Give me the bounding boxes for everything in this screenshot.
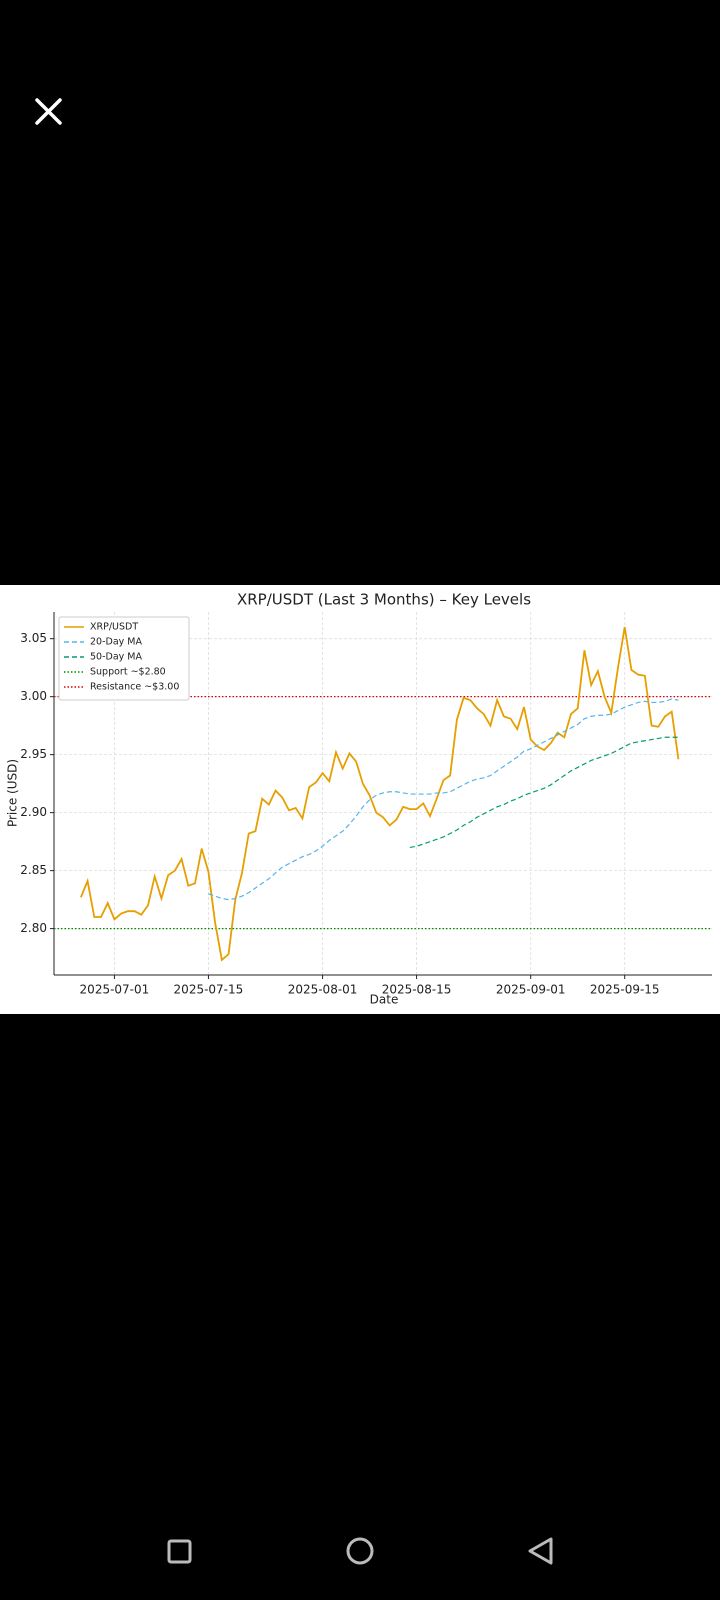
x-axis-label: Date [370,993,399,1007]
line-series [208,698,679,901]
line-series [80,626,680,962]
legend-label: 20-Day MA [90,637,142,648]
legend-label: Resistance ~$3.00 [90,682,179,693]
legend-box [58,616,190,701]
y-tick-label: 2.90 [20,805,47,819]
legend-label: 50-Day MA [90,652,142,663]
y-tick-label: 2.80 [20,921,47,935]
recents-button[interactable] [167,1539,192,1564]
y-tick-label: 2.85 [20,863,47,877]
y-tick-label: 3.05 [20,631,47,645]
x-tick-label: 2025-07-01 [80,983,150,997]
x-tick-label: 2025-09-15 [590,983,660,997]
line-series [409,736,679,849]
chart-title: XRP/USDT (Last 3 Months) – Key Levels [237,591,531,609]
x-tick-label: 2025-07-15 [174,983,244,997]
legend-label: Support ~$2.80 [90,667,166,678]
x-tick-label: 2025-08-01 [288,983,358,997]
x-tick-label: 2025-08-15 [382,983,452,997]
y-tick-label: 3.00 [20,689,47,703]
y-axis-label: Price (USD) [6,759,20,827]
close-button[interactable] [35,98,62,125]
back-button[interactable] [528,1537,553,1565]
legend-label: XRP/USDT [90,622,138,633]
x-tick-label: 2025-09-01 [496,983,566,997]
nav-bar [167,1537,553,1565]
home-button[interactable] [346,1537,374,1565]
y-tick-label: 2.95 [20,747,47,761]
